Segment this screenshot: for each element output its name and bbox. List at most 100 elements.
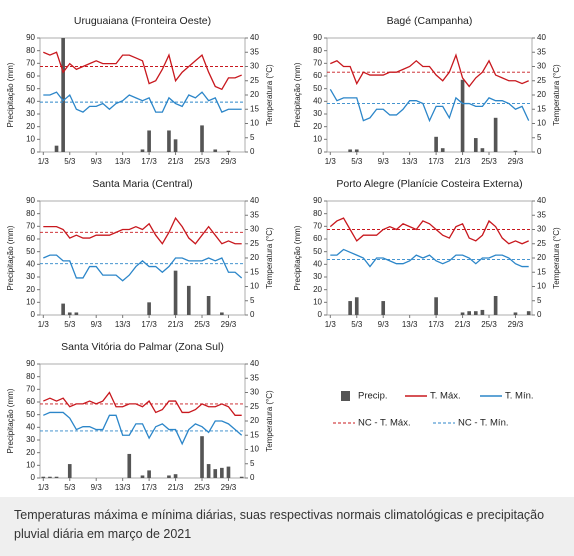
precip-bar [67,464,72,478]
y-tick-label: 20 [313,122,322,131]
x-tick-label: 17/3 [428,157,444,166]
y-tick-label: 70 [26,221,35,230]
precip-bar [147,470,151,478]
temp-line [43,51,242,91]
y2-axis-label: Temperatura (°C) [265,64,274,126]
y-tick-label: 70 [26,384,35,393]
precip-bar [173,139,178,152]
y2-tick-label: 40 [250,196,259,205]
x-tick-label: 25/3 [481,320,497,329]
y-tick-label: 70 [26,58,35,67]
y2-tick-label: 40 [537,33,546,42]
x-tick-label: 17/3 [141,157,157,166]
y-tick-label: 80 [313,209,322,218]
y2-tick-label: 15 [250,104,259,113]
y-tick-label: 40 [26,259,35,268]
precip-bar [48,476,52,478]
precip-bar [348,301,352,315]
y-tick-label: 10 [26,134,35,143]
x-tick-label: 9/3 [91,157,103,166]
precip-bar [239,476,244,478]
x-tick-label: 1/3 [325,320,337,329]
precip-bar [127,453,132,478]
x-tick-label: 5/3 [64,483,76,492]
precip-bar [186,285,191,315]
precip-bar [513,312,518,315]
y-tick-label: 0 [31,473,36,482]
legend-label: NC - T. Mín. [458,418,509,429]
x-tick-label: 21/3 [455,320,471,329]
y-tick-label: 0 [318,147,323,156]
x-tick-label: 13/3 [115,320,131,329]
precip-bar [493,296,498,315]
y2-tick-label: 0 [250,147,255,156]
y-tick-label: 20 [313,285,322,294]
y2-tick-label: 20 [250,90,259,99]
temp-line [43,254,243,282]
y-axis-label: Precipitação (mm) [6,62,15,127]
y2-tick-label: 5 [250,296,255,305]
y-tick-label: 10 [313,297,322,306]
y-axis-label: Precipitação (mm) [6,225,15,290]
x-tick-label: 5/3 [351,320,363,329]
precip-bar [473,311,478,315]
y-tick-label: 80 [26,209,35,218]
y-tick-label: 90 [313,196,322,205]
y-axis-label: Precipitação (mm) [6,388,15,453]
y2-tick-label: 15 [250,267,259,276]
y-tick-label: 80 [313,46,322,55]
caption: Temperaturas máxima e mínima diárias, su… [0,497,574,556]
y-tick-label: 60 [313,71,322,80]
y2-tick-label: 0 [537,310,542,319]
y2-tick-label: 25 [250,76,259,85]
y2-tick-label: 30 [250,62,259,71]
y-tick-label: 10 [26,297,35,306]
precip-bar [220,312,224,315]
y-tick-label: 50 [313,84,322,93]
y2-axis-label: Temperatura (°C) [265,227,274,289]
y2-tick-label: 10 [250,282,259,291]
chart-title: Bagé (Campanha) [387,15,473,27]
y-tick-label: 10 [313,134,322,143]
y-tick-label: 40 [313,259,322,268]
precip-bar [354,297,359,315]
y-tick-label: 30 [313,272,322,281]
y-tick-label: 90 [26,359,35,368]
precip-bar [67,312,72,315]
chart-title: Uruguaiana (Fronteira Oeste) [74,15,211,27]
y2-tick-label: 10 [537,282,546,291]
x-tick-label: 29/3 [221,483,237,492]
precip-bar [460,312,465,315]
y2-tick-label: 0 [537,147,542,156]
y2-tick-label: 30 [250,388,259,397]
temp-line [330,248,529,268]
y2-tick-label: 25 [250,239,259,248]
y-tick-label: 80 [26,46,35,55]
plot-frame [39,37,246,153]
precip-bar [440,148,445,152]
y-tick-label: 70 [313,221,322,230]
chart-title: Santa Vitória do Palmar (Zona Sul) [61,341,224,353]
y-tick-label: 40 [26,96,35,105]
y-tick-label: 70 [313,58,322,67]
y2-tick-label: 5 [250,459,255,468]
chart-title: Porto Alegre (Planície Costeira Externa) [336,178,522,190]
y-tick-label: 90 [313,33,322,42]
precip-bar [213,469,218,478]
x-tick-label: 1/3 [38,483,50,492]
y-tick-label: 50 [313,247,322,256]
precip-bar [74,312,79,315]
precip-bar [354,149,359,152]
y-tick-label: 0 [318,310,323,319]
precip-bar [467,311,471,315]
x-tick-label: 17/3 [141,320,157,329]
y-tick-label: 40 [313,96,322,105]
x-tick-label: 25/3 [194,320,210,329]
legend-swatch [341,391,350,401]
x-tick-label: 25/3 [481,157,497,166]
x-tick-label: 5/3 [64,157,76,166]
y-tick-label: 20 [26,285,35,294]
y2-tick-label: 5 [537,133,542,142]
precip-bar [460,79,465,152]
y2-tick-label: 35 [537,210,546,219]
